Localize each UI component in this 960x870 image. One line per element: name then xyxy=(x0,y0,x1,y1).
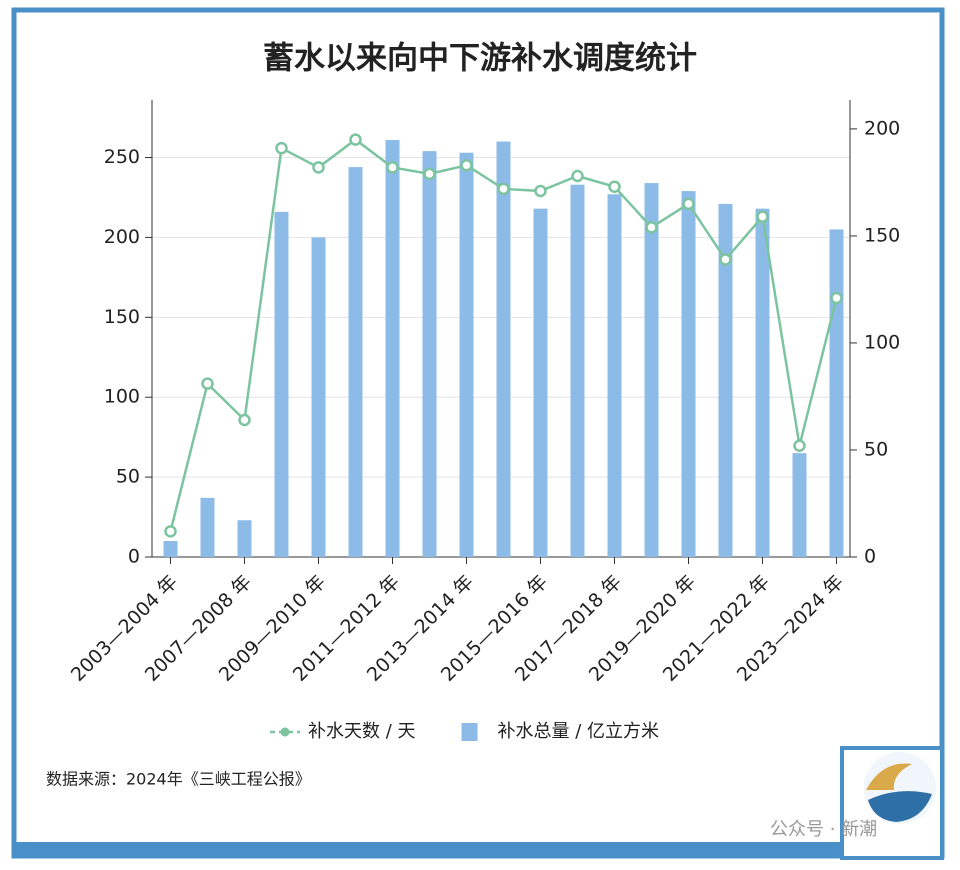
bar xyxy=(533,208,548,557)
bar xyxy=(570,184,585,557)
watermark: 公众号 · 新潮 xyxy=(770,819,877,840)
bar xyxy=(829,229,844,558)
line-marker xyxy=(793,439,806,452)
bar xyxy=(163,541,178,557)
frame-strip xyxy=(14,842,942,858)
line-marker xyxy=(275,141,288,155)
bar xyxy=(607,194,622,557)
bar xyxy=(718,203,733,557)
bar xyxy=(311,237,326,557)
legend-swatch xyxy=(280,727,290,737)
bar xyxy=(681,191,696,557)
legend-label: 补水天数 / 天 xyxy=(308,721,416,742)
line-marker xyxy=(460,159,473,172)
bar xyxy=(200,497,215,557)
legend-label: 补水总量 / 亿立方米 xyxy=(498,721,660,742)
bar xyxy=(644,183,659,557)
y-tick-label: 50 xyxy=(116,466,140,488)
logo xyxy=(840,746,944,860)
y2-tick-label: 200 xyxy=(864,117,900,139)
bar xyxy=(385,139,400,557)
y2-tick-label: 150 xyxy=(864,224,900,246)
bar xyxy=(459,152,474,557)
y2-tick-label: 50 xyxy=(864,438,888,460)
line-marker xyxy=(386,161,399,174)
bar xyxy=(237,520,252,557)
line-marker xyxy=(756,210,769,223)
bar xyxy=(348,167,363,558)
bar xyxy=(792,453,807,557)
line-marker xyxy=(164,525,177,538)
bar xyxy=(755,208,770,557)
y-tick-label: 100 xyxy=(104,386,140,408)
line-marker xyxy=(423,167,436,181)
y-tick-label: 250 xyxy=(104,146,140,168)
source-note: 数据来源：2024年《三峡工程公报》 xyxy=(46,770,311,789)
y2-tick-label: 0 xyxy=(864,546,876,568)
bar xyxy=(422,151,437,557)
line-marker xyxy=(238,413,251,427)
y-tick-label: 150 xyxy=(104,306,140,328)
line-marker xyxy=(719,253,732,266)
line-marker xyxy=(830,291,843,305)
bar xyxy=(496,141,511,557)
line-marker xyxy=(349,133,362,146)
line-marker xyxy=(571,169,584,183)
line-marker xyxy=(201,377,214,390)
bar xyxy=(274,211,289,557)
line-marker xyxy=(312,161,325,174)
chart-title: 蓄水以来向中下游补水调度统计 xyxy=(263,41,697,77)
line-marker xyxy=(608,180,621,193)
line-marker xyxy=(534,184,547,198)
y2-tick-label: 100 xyxy=(864,331,900,353)
y-tick-label: 0 xyxy=(128,546,140,568)
line-marker xyxy=(682,197,695,211)
y-tick-label: 200 xyxy=(104,226,140,248)
line-marker xyxy=(497,182,510,196)
line-marker xyxy=(645,221,658,234)
legend-swatch xyxy=(461,723,478,741)
